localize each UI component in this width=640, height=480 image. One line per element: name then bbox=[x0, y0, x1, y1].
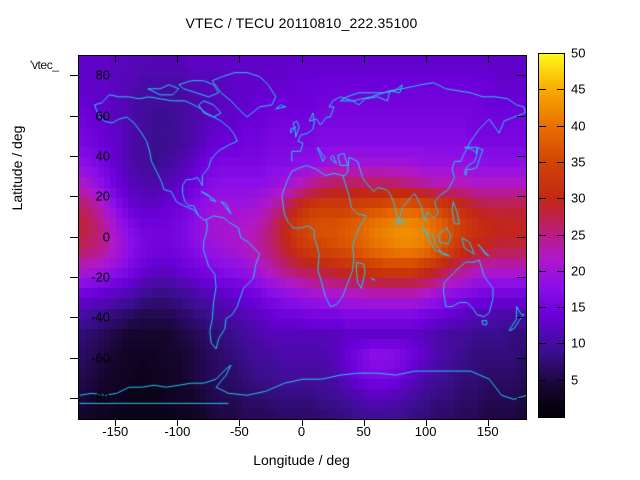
colorbar-tick-mark bbox=[539, 198, 546, 200]
colorbar-tick-label: 25 bbox=[571, 227, 586, 242]
x-axis-tick-label: 0 bbox=[297, 424, 306, 439]
y-axis-tick-mark bbox=[517, 236, 525, 238]
y-axis-tick-label: -60 bbox=[91, 350, 110, 365]
colorbar-tick-label: 20 bbox=[571, 263, 586, 279]
y-axis-label: Latitude / deg bbox=[9, 125, 25, 211]
x-axis-tick-mark bbox=[115, 419, 117, 426]
x-axis-tick-mark bbox=[115, 56, 117, 63]
colorbar-tick-mark bbox=[539, 161, 546, 163]
y-axis-tick-mark bbox=[517, 357, 525, 359]
colorbar-tick-mark bbox=[557, 89, 564, 91]
y-axis-tick-mark bbox=[70, 196, 78, 198]
vtec-overlap-artifact-label: 'vtec_ bbox=[30, 58, 59, 72]
y-axis-tick-label: -20 bbox=[91, 269, 110, 285]
x-axis-tick-mark bbox=[425, 56, 427, 63]
colorbar-tick-label: 5 bbox=[571, 372, 579, 388]
coastline-overlay-canvas bbox=[79, 56, 526, 419]
x-axis-tick-mark bbox=[425, 419, 427, 426]
colorbar-tick-mark bbox=[557, 270, 564, 272]
colorbar bbox=[538, 53, 565, 418]
y-axis-tick-mark bbox=[517, 155, 525, 157]
x-axis-tick-label: 50 bbox=[356, 424, 371, 439]
x-axis-tick-label: -100 bbox=[164, 424, 191, 439]
y-axis-tick-label: 0 bbox=[102, 229, 110, 244]
colorbar-tick-mark bbox=[539, 89, 546, 91]
colorbar-tick-mark bbox=[557, 198, 564, 200]
y-axis-tick-label: -40 bbox=[91, 309, 110, 325]
colorbar-tick-mark bbox=[557, 161, 564, 163]
y-axis-tick-mark bbox=[517, 276, 525, 278]
y-axis-tick-mark bbox=[70, 276, 78, 278]
y-axis-tick-mark bbox=[517, 317, 525, 319]
y-axis-tick-mark bbox=[70, 317, 78, 319]
y-axis-tick-mark bbox=[517, 75, 525, 77]
x-axis-tick-mark bbox=[239, 419, 241, 426]
y-axis-tick-label: -80 bbox=[91, 390, 110, 406]
plot-area bbox=[78, 55, 527, 420]
colorbar-tick-mark bbox=[539, 234, 546, 236]
y-axis-tick-mark bbox=[70, 75, 78, 77]
x-axis-tick-label: 100 bbox=[414, 424, 437, 439]
x-axis-tick-mark bbox=[177, 56, 179, 63]
colorbar-tick-mark bbox=[557, 379, 564, 381]
x-axis-tick-mark bbox=[363, 56, 365, 63]
y-axis-tick-mark bbox=[517, 196, 525, 198]
colorbar-tick-mark bbox=[557, 343, 564, 345]
colorbar-tick-label: 40 bbox=[571, 118, 586, 134]
y-axis-tick-mark bbox=[70, 397, 78, 399]
colorbar-tick-mark bbox=[557, 234, 564, 236]
colorbar-tick-label: 35 bbox=[571, 154, 586, 170]
colorbar-tick-mark bbox=[557, 125, 564, 127]
x-axis-tick-mark bbox=[239, 56, 241, 63]
x-axis-tick-mark bbox=[301, 56, 303, 63]
x-axis-tick-mark bbox=[363, 419, 365, 426]
colorbar-tick-mark bbox=[539, 125, 546, 127]
colorbar-tick-label: 50 bbox=[571, 45, 586, 61]
x-axis-tick-label: -50 bbox=[230, 424, 249, 439]
y-axis-tick-mark bbox=[70, 155, 78, 157]
x-axis-tick-label: 150 bbox=[476, 424, 499, 439]
colorbar-tick-label: 10 bbox=[571, 335, 586, 351]
colorbar-tick-mark bbox=[539, 343, 546, 345]
y-axis-tick-mark bbox=[70, 115, 78, 117]
x-axis-tick-mark bbox=[301, 419, 303, 426]
y-axis-tick-mark bbox=[517, 115, 525, 117]
y-axis-tick-label: 40 bbox=[95, 148, 110, 164]
y-axis-tick-label: 60 bbox=[95, 108, 110, 123]
colorbar-tick-mark bbox=[539, 270, 546, 272]
x-axis-tick-label: -150 bbox=[102, 424, 129, 439]
figure-title: VTEC / TECU 20110810_222.35100 bbox=[185, 15, 418, 31]
colorbar-tick-label: 30 bbox=[571, 190, 586, 206]
x-axis-label: Longitude / deg bbox=[253, 452, 350, 468]
y-axis-tick-label: 20 bbox=[95, 188, 110, 204]
y-axis-tick-mark bbox=[517, 397, 525, 399]
x-axis-tick-mark bbox=[177, 419, 179, 426]
colorbar-tick-label: 15 bbox=[571, 299, 586, 315]
colorbar-tick-mark bbox=[557, 307, 564, 309]
y-axis-tick-mark bbox=[70, 357, 78, 359]
colorbar-gradient bbox=[539, 54, 564, 417]
y-axis-tick-mark bbox=[70, 236, 78, 238]
x-axis-tick-mark bbox=[487, 419, 489, 426]
x-axis-tick-mark bbox=[487, 56, 489, 63]
colorbar-tick-mark bbox=[539, 307, 546, 309]
y-axis-tick-label: 80 bbox=[95, 67, 110, 83]
colorbar-tick-label: 45 bbox=[571, 81, 586, 97]
colorbar-tick-mark bbox=[539, 379, 546, 381]
